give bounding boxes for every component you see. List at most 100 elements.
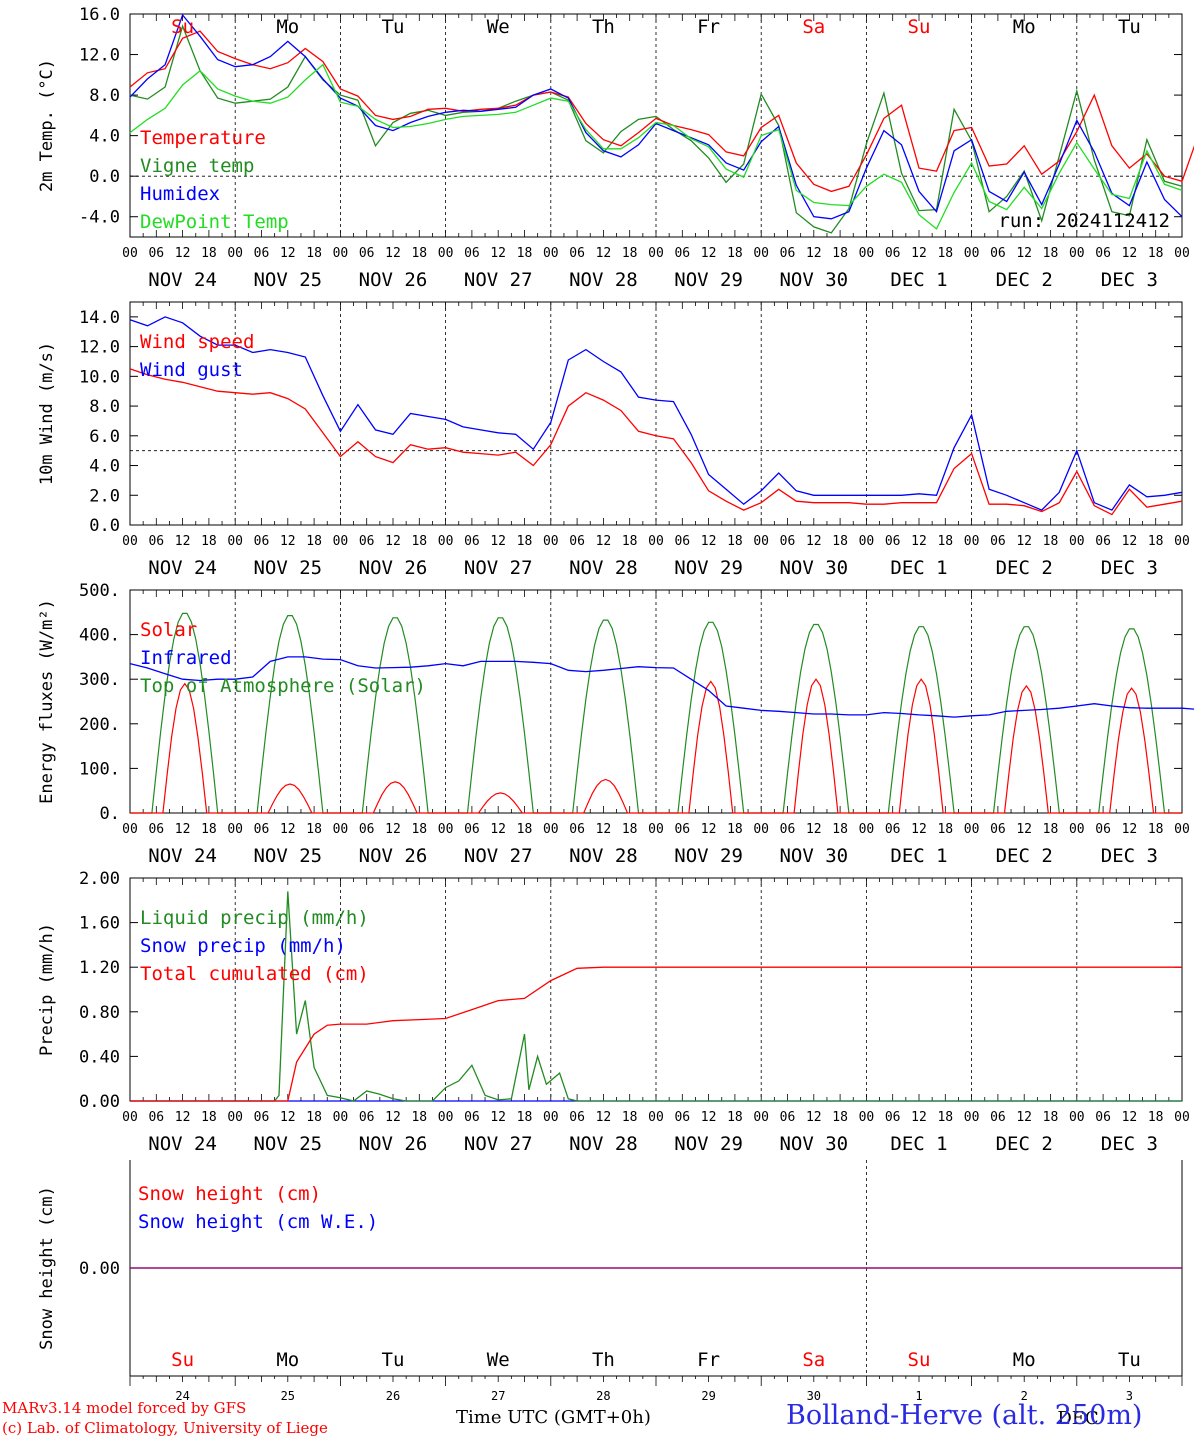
date-label: DEC 2 bbox=[996, 845, 1053, 867]
legend-temperature: Temperature bbox=[140, 127, 266, 149]
hour-tick-label: 00 bbox=[543, 1110, 559, 1125]
hour-tick-label: 12 bbox=[1122, 1110, 1138, 1125]
hour-tick-label: 06 bbox=[148, 246, 164, 261]
legend-wind-gust: Wind gust bbox=[140, 359, 243, 381]
date-label: NOV 28 bbox=[569, 1133, 638, 1155]
hour-tick-label: 12 bbox=[596, 246, 612, 261]
hour-tick-label: 00 bbox=[1174, 822, 1190, 837]
hour-tick-label: 00 bbox=[227, 822, 243, 837]
date-label: NOV 30 bbox=[779, 557, 848, 579]
y-axis-label: 2m Temp. (°C) bbox=[37, 59, 57, 192]
day-number-label: 26 bbox=[386, 1389, 400, 1403]
hour-tick-label: 18 bbox=[306, 1110, 322, 1125]
date-label: NOV 27 bbox=[464, 845, 533, 867]
legend-dewpoint-temp: DewPoint Temp bbox=[140, 211, 289, 233]
series-temperature bbox=[129, 30, 1194, 193]
weekday-label: Fr bbox=[697, 1349, 720, 1371]
hour-tick-label: 00 bbox=[753, 822, 769, 837]
day-number-label: 27 bbox=[491, 1389, 505, 1403]
hour-tick-label: 18 bbox=[937, 246, 953, 261]
date-label: NOV 24 bbox=[148, 557, 217, 579]
hour-tick-label: 18 bbox=[201, 534, 217, 549]
date-label: DEC 1 bbox=[890, 557, 947, 579]
hour-tick-label: 18 bbox=[1148, 534, 1164, 549]
hour-tick-label: 12 bbox=[806, 1110, 822, 1125]
hour-tick-label: 00 bbox=[122, 1110, 138, 1125]
y-axis-label: Snow height (cm) bbox=[37, 1186, 57, 1350]
day-number-label: 24 bbox=[175, 1389, 189, 1403]
hour-tick-label: 06 bbox=[148, 534, 164, 549]
hour-tick-label: 06 bbox=[885, 534, 901, 549]
date-label: NOV 29 bbox=[674, 269, 743, 291]
date-label: NOV 29 bbox=[674, 845, 743, 867]
y-axis-label: Energy fluxes (W/m²) bbox=[37, 599, 57, 804]
hour-tick-label: 00 bbox=[648, 822, 664, 837]
weekday-label: Mo bbox=[1013, 16, 1036, 38]
hour-tick-label: 18 bbox=[517, 822, 533, 837]
date-label: NOV 24 bbox=[148, 269, 217, 291]
hour-tick-label: 00 bbox=[1174, 246, 1190, 261]
hour-tick-label: 00 bbox=[964, 1110, 980, 1125]
date-label: NOV 30 bbox=[779, 1133, 848, 1155]
hour-tick-label: 18 bbox=[517, 1110, 533, 1125]
weekday-label: Th bbox=[592, 1349, 615, 1371]
series-infrared bbox=[129, 656, 1194, 718]
hour-tick-label: 18 bbox=[201, 822, 217, 837]
date-label: NOV 27 bbox=[464, 557, 533, 579]
plot-frame bbox=[129, 589, 1183, 814]
legend-snow-height-cm-w-e: Snow height (cm W.E.) bbox=[138, 1211, 378, 1233]
y-tick-label: 16.0 bbox=[79, 5, 120, 25]
legend-vigne-temp: Vigne temp bbox=[140, 155, 254, 177]
month-label: DEC bbox=[1057, 1408, 1098, 1429]
series-humidex bbox=[129, 13, 1183, 220]
hour-tick-label: 18 bbox=[306, 822, 322, 837]
hour-tick-label: 18 bbox=[937, 534, 953, 549]
day-number-label: 3 bbox=[1126, 1389, 1133, 1403]
y-tick-label: 0.00 bbox=[79, 1092, 120, 1112]
hour-tick-label: 18 bbox=[306, 534, 322, 549]
weekday-label: Mo bbox=[276, 16, 299, 38]
hour-tick-label: 00 bbox=[1174, 1110, 1190, 1125]
hour-tick-label: 00 bbox=[227, 534, 243, 549]
hour-tick-label: 00 bbox=[1069, 822, 1085, 837]
hour-tick-label: 00 bbox=[438, 534, 454, 549]
hour-tick-label: 12 bbox=[596, 822, 612, 837]
hour-tick-label: 00 bbox=[1069, 1110, 1085, 1125]
hour-tick-label: 00 bbox=[227, 246, 243, 261]
hour-tick-label: 18 bbox=[411, 1110, 427, 1125]
model-credit: MARv3.14 model forced by GFS bbox=[2, 1399, 247, 1417]
y-axis-label: 10m Wind (m/s) bbox=[37, 342, 57, 485]
hour-tick-label: 18 bbox=[622, 534, 638, 549]
hour-tick-label: 06 bbox=[359, 534, 375, 549]
date-label: NOV 26 bbox=[359, 557, 428, 579]
hour-tick-label: 12 bbox=[1122, 246, 1138, 261]
hour-tick-label: 06 bbox=[569, 534, 585, 549]
date-label: NOV 28 bbox=[569, 269, 638, 291]
hour-tick-label: 18 bbox=[832, 1110, 848, 1125]
legend-humidex: Humidex bbox=[140, 183, 220, 205]
hour-tick-label: 00 bbox=[122, 534, 138, 549]
y-tick-label: -4.0 bbox=[79, 208, 120, 228]
hour-tick-label: 12 bbox=[385, 534, 401, 549]
hour-tick-label: 18 bbox=[411, 534, 427, 549]
hour-tick-label: 00 bbox=[964, 246, 980, 261]
hour-tick-label: 06 bbox=[464, 1110, 480, 1125]
hour-tick-label: 12 bbox=[911, 534, 927, 549]
series-wind-speed bbox=[129, 368, 1183, 516]
y-tick-label: 400. bbox=[79, 626, 120, 646]
weekday-label: We bbox=[487, 1349, 510, 1371]
hour-tick-label: 12 bbox=[596, 534, 612, 549]
hour-tick-label: 06 bbox=[359, 246, 375, 261]
hour-tick-label: 00 bbox=[543, 534, 559, 549]
plot-frame bbox=[129, 301, 1183, 526]
y-tick-label: 4.0 bbox=[89, 457, 120, 477]
weekday-label: Sa bbox=[802, 16, 825, 38]
y-tick-label: 0.00 bbox=[79, 1259, 120, 1279]
y-tick-label: 0.40 bbox=[79, 1047, 120, 1067]
date-label: DEC 1 bbox=[890, 1133, 947, 1155]
hour-tick-label: 18 bbox=[1148, 1110, 1164, 1125]
hour-tick-label: 12 bbox=[1016, 246, 1032, 261]
hour-tick-label: 00 bbox=[964, 534, 980, 549]
hour-tick-label: 18 bbox=[517, 534, 533, 549]
hour-tick-label: 06 bbox=[990, 822, 1006, 837]
